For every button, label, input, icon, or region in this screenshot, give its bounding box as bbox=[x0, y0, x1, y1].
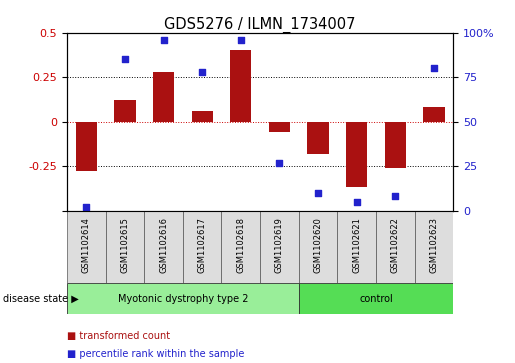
Point bbox=[198, 69, 206, 75]
Bar bbox=[337, 211, 376, 283]
Bar bbox=[346, 122, 367, 187]
Point bbox=[314, 190, 322, 196]
Text: GSM1102617: GSM1102617 bbox=[198, 217, 207, 273]
Bar bbox=[269, 122, 290, 132]
Point bbox=[82, 204, 91, 210]
Text: ■ percentile rank within the sample: ■ percentile rank within the sample bbox=[67, 349, 244, 359]
Point bbox=[430, 65, 438, 71]
Text: disease state ▶: disease state ▶ bbox=[3, 294, 78, 303]
Text: GSM1102623: GSM1102623 bbox=[430, 217, 438, 273]
Text: GSM1102614: GSM1102614 bbox=[82, 217, 91, 273]
Text: GSM1102615: GSM1102615 bbox=[121, 217, 129, 273]
Point bbox=[236, 37, 245, 43]
Text: Myotonic dystrophy type 2: Myotonic dystrophy type 2 bbox=[117, 294, 248, 303]
Title: GDS5276 / ILMN_1734007: GDS5276 / ILMN_1734007 bbox=[164, 16, 356, 33]
Bar bbox=[221, 211, 260, 283]
Bar bbox=[67, 283, 299, 314]
Point bbox=[352, 199, 360, 205]
Bar bbox=[192, 111, 213, 122]
Bar bbox=[144, 211, 183, 283]
Bar bbox=[385, 122, 406, 168]
Bar bbox=[106, 211, 144, 283]
Bar bbox=[67, 211, 106, 283]
Bar bbox=[307, 122, 329, 154]
Bar bbox=[376, 211, 415, 283]
Point bbox=[159, 37, 167, 43]
Text: GSM1102620: GSM1102620 bbox=[314, 217, 322, 273]
Bar bbox=[114, 100, 135, 122]
Bar bbox=[423, 107, 444, 122]
Bar bbox=[76, 122, 97, 171]
Text: ■ transformed count: ■ transformed count bbox=[67, 331, 170, 341]
Bar bbox=[153, 72, 174, 122]
Point bbox=[275, 160, 283, 166]
Bar bbox=[230, 50, 251, 122]
Bar bbox=[260, 211, 299, 283]
Bar bbox=[415, 211, 453, 283]
Point bbox=[121, 56, 129, 62]
Bar bbox=[299, 211, 337, 283]
Text: GSM1102618: GSM1102618 bbox=[236, 217, 245, 273]
Text: GSM1102621: GSM1102621 bbox=[352, 217, 361, 273]
Text: GSM1102616: GSM1102616 bbox=[159, 217, 168, 273]
Bar bbox=[299, 283, 453, 314]
Text: GSM1102622: GSM1102622 bbox=[391, 217, 400, 273]
Text: GSM1102619: GSM1102619 bbox=[275, 217, 284, 273]
Point bbox=[391, 193, 400, 199]
Bar bbox=[183, 211, 221, 283]
Text: control: control bbox=[359, 294, 393, 303]
